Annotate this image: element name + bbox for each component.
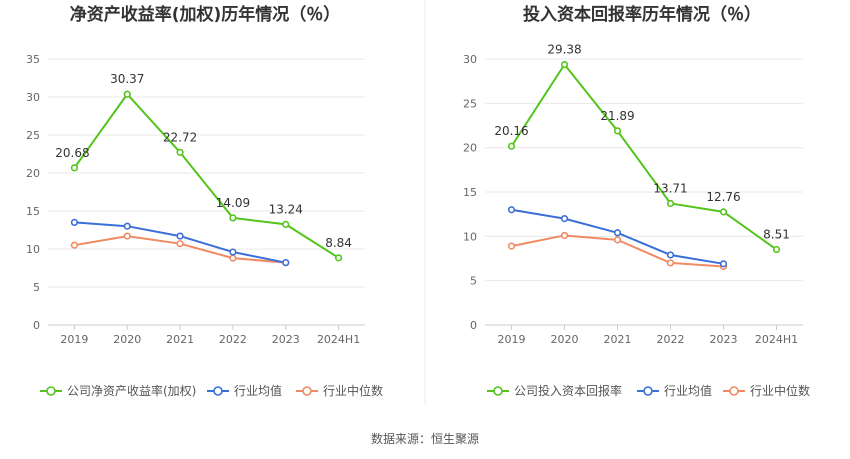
data-point <box>613 229 622 237</box>
y-tick-label: 35 <box>26 53 40 66</box>
legend-swatch-marker <box>213 386 223 396</box>
y-tick-label: 30 <box>26 91 40 104</box>
x-tick-label: 2022 <box>657 333 685 346</box>
data-point <box>176 232 184 240</box>
data-label: 8.51 <box>763 228 790 242</box>
x-tick-label: 2019 <box>498 333 526 346</box>
x-tick-label: 2024H1 <box>317 333 360 346</box>
legend-swatch-marker <box>729 386 739 396</box>
data-label: 20.68 <box>55 146 89 160</box>
data-point <box>666 199 675 208</box>
data-label: 8.84 <box>325 236 352 250</box>
legend-swatch-marker <box>302 386 312 396</box>
data-label: 22.72 <box>163 130 197 144</box>
data-label: 29.38 <box>547 42 581 56</box>
y-tick-label: 15 <box>26 205 40 218</box>
data-point <box>507 242 516 250</box>
data-point <box>123 222 131 230</box>
data-point <box>229 254 237 262</box>
series-line <box>73 93 340 259</box>
x-tick-label: 2019 <box>60 333 88 346</box>
data-label: 13.71 <box>653 181 687 195</box>
chart-title: 净资产收益率(加权)历年情况（％） <box>70 4 341 25</box>
data-label: 14.09 <box>216 196 250 210</box>
y-tick-label: 5 <box>33 281 40 294</box>
x-tick-label: 2023 <box>272 333 300 346</box>
y-tick-label: 10 <box>26 243 40 256</box>
y-tick-label: 30 <box>463 53 477 66</box>
data-label: 12.76 <box>706 190 740 204</box>
x-tick-label: 2021 <box>604 333 632 346</box>
y-tick-label: 25 <box>463 97 477 110</box>
data-point <box>666 251 675 259</box>
y-tick-label: 0 <box>33 319 40 332</box>
data-point <box>507 142 516 150</box>
legend-label: 公司投入资本回报率 <box>514 383 622 398</box>
legend-label: 行业中位数 <box>323 383 383 398</box>
data-point <box>613 236 622 244</box>
data-point <box>123 232 131 240</box>
data-point <box>176 148 184 156</box>
y-tick-label: 5 <box>470 275 477 288</box>
data-point <box>282 220 290 228</box>
data-point <box>666 259 675 267</box>
legend-label: 行业中位数 <box>750 383 810 398</box>
data-point <box>772 245 781 254</box>
data-point <box>229 214 237 222</box>
y-tick-label: 25 <box>26 129 40 142</box>
legend-label: 行业均值 <box>234 383 282 398</box>
x-tick-label: 2023 <box>710 333 738 346</box>
data-point <box>70 164 79 172</box>
data-point <box>719 260 728 268</box>
data-point <box>507 206 516 214</box>
series-line <box>510 63 778 251</box>
data-point <box>229 248 237 256</box>
data-point <box>334 254 343 262</box>
data-label: 20.16 <box>494 124 528 138</box>
x-tick-label: 2021 <box>166 333 194 346</box>
chart-title: 投入资本回报率历年情况（％） <box>523 4 761 25</box>
data-point <box>560 215 569 223</box>
y-tick-label: 20 <box>26 167 40 180</box>
legend-swatch-marker <box>493 386 503 396</box>
data-point <box>613 127 622 135</box>
data-point <box>70 218 79 226</box>
data-point <box>560 231 569 240</box>
data-point <box>176 240 184 248</box>
data-label: 13.24 <box>269 202 303 216</box>
data-point <box>719 208 728 216</box>
y-tick-label: 10 <box>463 230 477 243</box>
legend-swatch-marker <box>643 386 653 396</box>
data-point <box>282 259 290 267</box>
y-tick-label: 15 <box>463 186 477 199</box>
legend-label: 公司净资产收益率(加权) <box>67 383 196 398</box>
data-point <box>70 241 79 249</box>
source-note: 数据来源：恒生聚源 <box>371 431 479 446</box>
legend-swatch-marker <box>46 386 56 396</box>
x-tick-label: 2020 <box>551 333 579 346</box>
y-tick-label: 0 <box>470 319 477 332</box>
x-tick-label: 2024H1 <box>755 333 798 346</box>
data-label: 21.89 <box>600 109 634 123</box>
x-tick-label: 2020 <box>113 333 141 346</box>
x-tick-label: 2022 <box>219 333 247 346</box>
data-point <box>560 60 569 69</box>
y-tick-label: 20 <box>463 142 477 155</box>
legend-label: 行业均值 <box>664 383 712 398</box>
data-label: 30.37 <box>110 72 144 86</box>
data-point <box>123 90 131 98</box>
